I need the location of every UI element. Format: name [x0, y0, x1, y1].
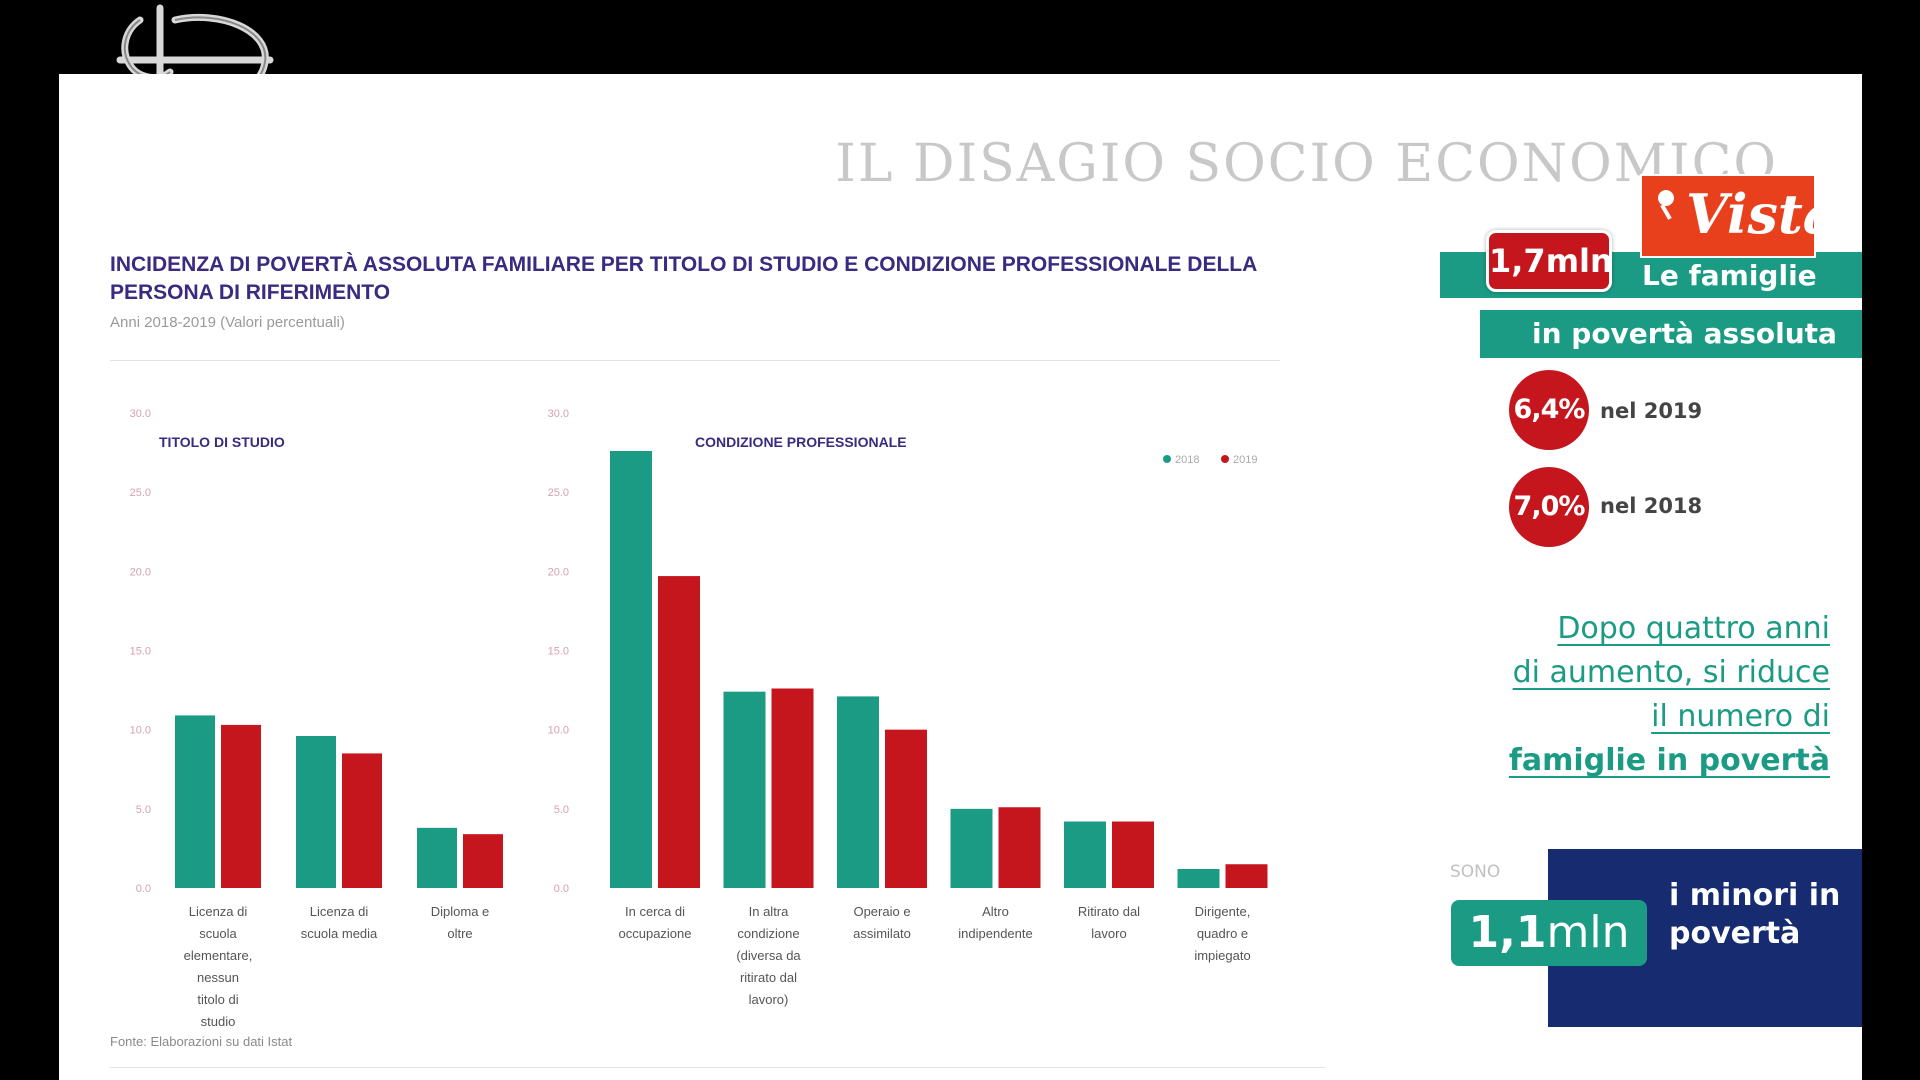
minors-box: i minori in povertà [1548, 849, 1862, 1027]
legend-label: 2018 [1175, 454, 1199, 466]
families-band-2: in povertà assoluta [1480, 310, 1862, 358]
vista-label: Vista [1686, 182, 1838, 246]
minors-number: 1,1 [1468, 907, 1547, 958]
pct-2018-badge: 7,0% [1509, 467, 1589, 547]
x-tick-label: Operaio e assimilato [853, 904, 911, 941]
trend-note: Dopo quattro anni di aumento, si riduce … [1439, 607, 1830, 783]
families-label-2: in povertà assoluta [1532, 317, 1837, 350]
x-tick-label: Diploma e oltre [431, 904, 490, 941]
minors-unit: mln [1546, 907, 1630, 958]
y-tick-label: 5.0 [136, 804, 151, 816]
panel-title: CONDIZIONE PROFESSIONALE [695, 434, 907, 450]
y-tick-label: 20.0 [130, 566, 151, 578]
families-label-1: Le famiglie [1642, 259, 1817, 292]
bar [610, 451, 652, 888]
x-tick-label: In altra condizione (diversa da ritirato da… [736, 904, 801, 1007]
chart-subtitle: Anni 2018-2019 (Valori percentuali) [110, 314, 345, 331]
legend-label: 2019 [1233, 454, 1257, 466]
y-tick-label: 0.0 [136, 883, 151, 895]
y-tick-label: 25.0 [548, 487, 569, 499]
pct-2019-badge: 6,4% [1509, 370, 1589, 450]
legend-swatch [1163, 455, 1171, 463]
slide: IL DISAGIO SOCIO ECONOMICO INCIDENZA DI … [59, 74, 1862, 1080]
bar [837, 696, 879, 888]
bar [1177, 869, 1220, 888]
divider [110, 360, 1280, 361]
slide-title: IL DISAGIO SOCIO ECONOMICO [835, 134, 1778, 194]
bar [998, 807, 1041, 888]
x-tick-label: Dirigente, quadro e impiegato [1194, 904, 1250, 963]
bar-chart: 0.0 5.0 10.0 15.0 20.0 25.0 30.0 TITOLO DI STUD… [130, 408, 1268, 1029]
trend-note-line-1: Dopo quattro anni [1557, 611, 1830, 646]
panel-title: TITOLO DI STUDIO [159, 434, 285, 450]
bar [658, 576, 700, 888]
y-tick-label: 20.0 [548, 566, 569, 578]
bar [342, 753, 382, 888]
vista-watermark: Vista [1640, 174, 1838, 258]
sono-label: SONO [1450, 862, 1501, 882]
y-tick-label: 15.0 [548, 646, 569, 658]
x-tick-label: Licenza di scuola media [301, 904, 378, 941]
y-tick-label: 15.0 [130, 646, 151, 658]
y-tick-label: 25.0 [130, 487, 151, 499]
y-tick-label: 10.0 [130, 725, 151, 737]
bar [1112, 821, 1154, 888]
x-tick-label: Ritirato dal lavoro [1078, 904, 1140, 941]
x-tick-label: Licenza di scuola elementare, nessun titolo … [184, 904, 253, 1029]
bar [463, 834, 503, 888]
bar [1225, 864, 1268, 888]
y-tick-label: 0.0 [554, 883, 569, 895]
y-tick-label: 30.0 [548, 408, 569, 420]
bar [296, 736, 336, 888]
trend-note-line-4: famiglie in povertà [1508, 743, 1830, 778]
bar [1064, 821, 1106, 888]
trend-note-line-3: il numero di [1651, 699, 1830, 734]
bar [771, 688, 814, 888]
x-tick-label: Altro indipendente [958, 904, 1032, 941]
families-value-badge: 1,7mln [1486, 230, 1613, 292]
bar [221, 724, 261, 888]
y-tick-label: 30.0 [130, 408, 151, 420]
legend-swatch [1221, 455, 1229, 463]
microphone-icon [1658, 190, 1674, 220]
chart-source: Fonte: Elaborazioni su dati Istat [110, 1034, 293, 1049]
chart-title: INCIDENZA DI POVERTÀ ASSOLUTA FAMILIARE … [110, 253, 1257, 304]
trend-note-line-2: di aumento, si riduce [1512, 655, 1830, 690]
y-tick-label: 10.0 [548, 725, 569, 737]
bar [175, 715, 215, 888]
pct-2019-label: nel 2019 [1600, 399, 1703, 423]
minors-label: i minori in povertà [1669, 878, 1841, 951]
bar [885, 729, 927, 888]
x-tick-label: In cerca di occupazione [619, 904, 692, 941]
bar [417, 827, 457, 888]
bar [950, 808, 993, 888]
divider-bottom [110, 1067, 1325, 1068]
pct-2018-label: nel 2018 [1600, 494, 1703, 518]
bar [723, 691, 766, 888]
minors-value-badge: 1,1mln [1451, 900, 1647, 966]
y-tick-label: 5.0 [554, 804, 569, 816]
